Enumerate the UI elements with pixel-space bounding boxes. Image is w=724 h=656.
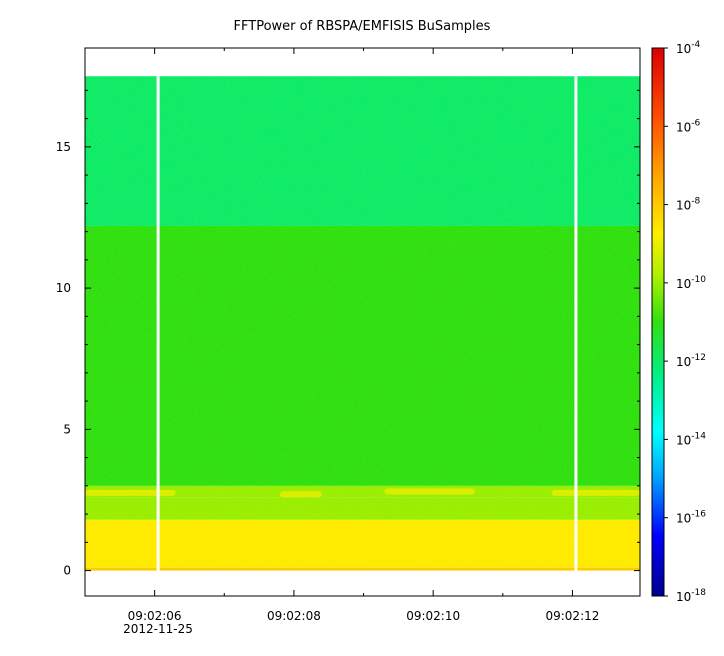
x-tick-label: 09:02:10 <box>406 609 460 623</box>
noise-texture <box>85 76 640 571</box>
x-tick-label: 09:02:12 <box>545 609 599 623</box>
y-tick-label: 10 <box>56 281 71 295</box>
colorbar-gradient <box>651 47 665 597</box>
colorbar-ticks: 10-4 10-6 10-8 10-10 10-12 10-14 10-16 10-18 <box>664 40 706 604</box>
colorbar-tick-label: 10-18 <box>676 588 706 604</box>
y-axis: 0 5 10 15 <box>56 89 640 578</box>
y-tick-label: 15 <box>56 140 71 154</box>
y-tick-label: 5 <box>63 422 71 436</box>
x-date-label: 2012-11-25 <box>123 622 193 636</box>
data-gap <box>574 76 578 571</box>
colorbar-tick-label: 10-16 <box>676 510 706 526</box>
x-tick-label: 09:02:06 <box>128 609 182 623</box>
colorbar-tick-label: 10-14 <box>676 431 706 447</box>
colorbar-tick-label: 10-8 <box>676 197 701 213</box>
plot-frame <box>84 47 641 597</box>
colorbar-tick-label: 10-4 <box>676 40 701 56</box>
colorbar-tick-label: 10-10 <box>676 275 706 291</box>
x-axis: 09:02:06 09:02:08 09:02:10 09:02:12 <box>84 48 599 623</box>
data-gaps <box>156 76 578 571</box>
data-gap <box>156 76 160 571</box>
chart-title: FFTPower of RBSPA/EMFISIS BuSamples <box>234 19 491 34</box>
x-tick-label: 09:02:08 <box>267 609 321 623</box>
plot-area <box>85 48 640 596</box>
y-tick-label: 0 <box>63 564 71 578</box>
colorbar-tick-label: 10-12 <box>676 353 706 369</box>
colorbar-tick-label: 10-6 <box>676 118 701 134</box>
colorbar: 10-4 10-6 10-8 10-10 10-12 10-14 10-16 10-18 <box>651 40 706 604</box>
